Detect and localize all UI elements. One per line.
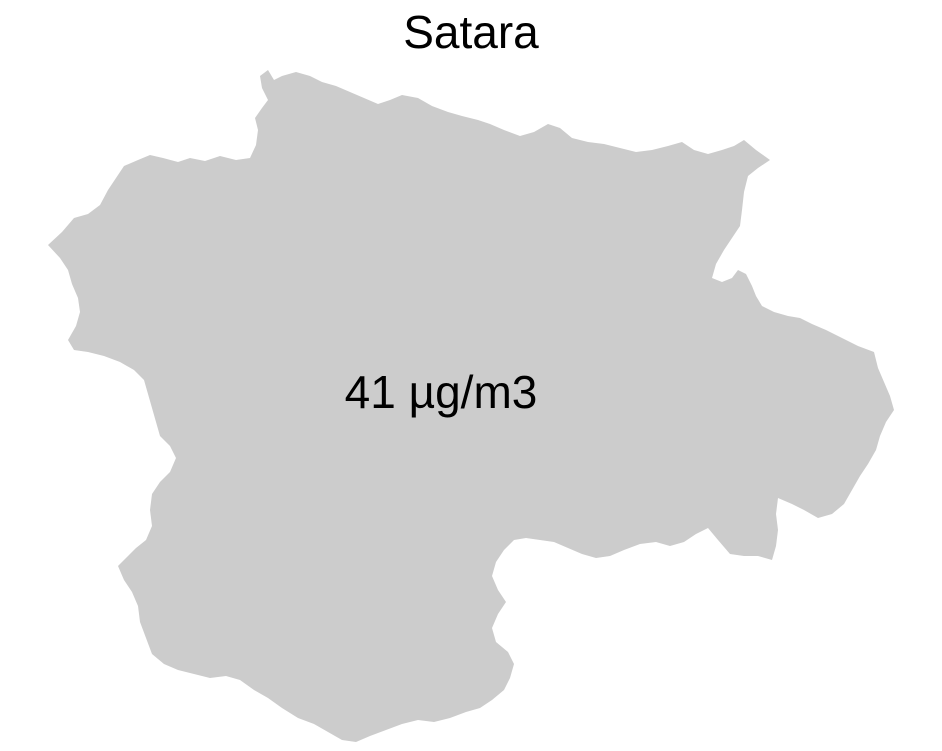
district-value-label: 41 µg/m3 bbox=[344, 366, 538, 418]
map-title: Satara bbox=[403, 6, 539, 58]
satara-district-shape bbox=[48, 70, 894, 742]
